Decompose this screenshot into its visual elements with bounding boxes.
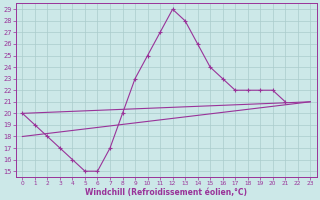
X-axis label: Windchill (Refroidissement éolien,°C): Windchill (Refroidissement éolien,°C) [85, 188, 247, 197]
